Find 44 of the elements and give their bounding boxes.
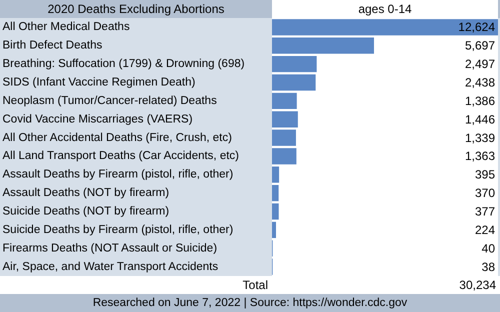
bar [272,222,276,238]
bar [272,148,296,164]
data-label: 395 [474,168,496,182]
y-tick-label: Breathing: Suffocation (1799) & Drowning (698) [2,58,245,70]
data-label: 224 [474,222,496,237]
text: 30,234 [458,277,496,294]
bar [272,111,298,128]
bar [272,203,279,220]
text: Researched on June 7, 2022 | Source: https://wonder.cdc.gov [92,296,408,311]
data-label: 5,697 [464,38,496,53]
data-label: 38 [482,260,496,274]
y-tick-label: All Other Medical Deaths [2,21,130,34]
bar [272,166,280,183]
data-label: 2,497 [464,57,496,72]
data-label: 370 [474,186,496,200]
y-tick-label: All Land Transport Deaths (Car Accidents, etc) [2,150,240,162]
y-tick-label: All Other Accidental Deaths (Fire, Crush, etc) [2,132,232,144]
data-label: 2,438 [464,76,496,90]
bar [272,38,374,54]
y-tick-label: Birth Defect Deaths [2,40,102,52]
bar [272,92,297,110]
y-tick-label: Suicide Deaths by Firearm (pistol, rifle, other) [2,224,234,236]
y-tick-label: Assault Deaths by Firearm (pistol, rifle, other) [2,168,234,181]
x-axis-title: ages 0-14 [272,0,498,18]
bar [272,74,316,91]
y-tick-label: Firearms Deaths (NOT Assault or Suicide) [2,242,218,254]
y-tick-label: Air, Space, and Water Transport Accidents [2,260,218,273]
data-label: 1,339 [464,130,496,145]
y-tick-label: Neoplasm (Tumor/Cancer-related) Deaths [2,94,218,107]
bar [272,130,296,146]
bar [272,184,279,202]
data-label: 12,624 [458,20,496,34]
y-tick-label: Covid Vaccine Miscarriages (VAERS) [2,113,193,126]
data-label: 40 [482,241,496,256]
data-label: 1,386 [464,94,496,108]
data-label: 1,446 [464,112,496,126]
data-label: 1,363 [464,149,496,164]
text: Total [242,277,269,294]
text: 2020 Deaths Excluding Abortions [46,1,226,18]
y-tick-label: Assault Deaths (NOT by firearm) [2,187,170,200]
y-tick-label: Suicide Deaths (NOT by firearm) [2,206,170,218]
bar [272,56,317,72]
data-label: 377 [474,204,496,218]
y-tick-label: SIDS (Infant Vaccine Regimen Death) [2,76,196,88]
